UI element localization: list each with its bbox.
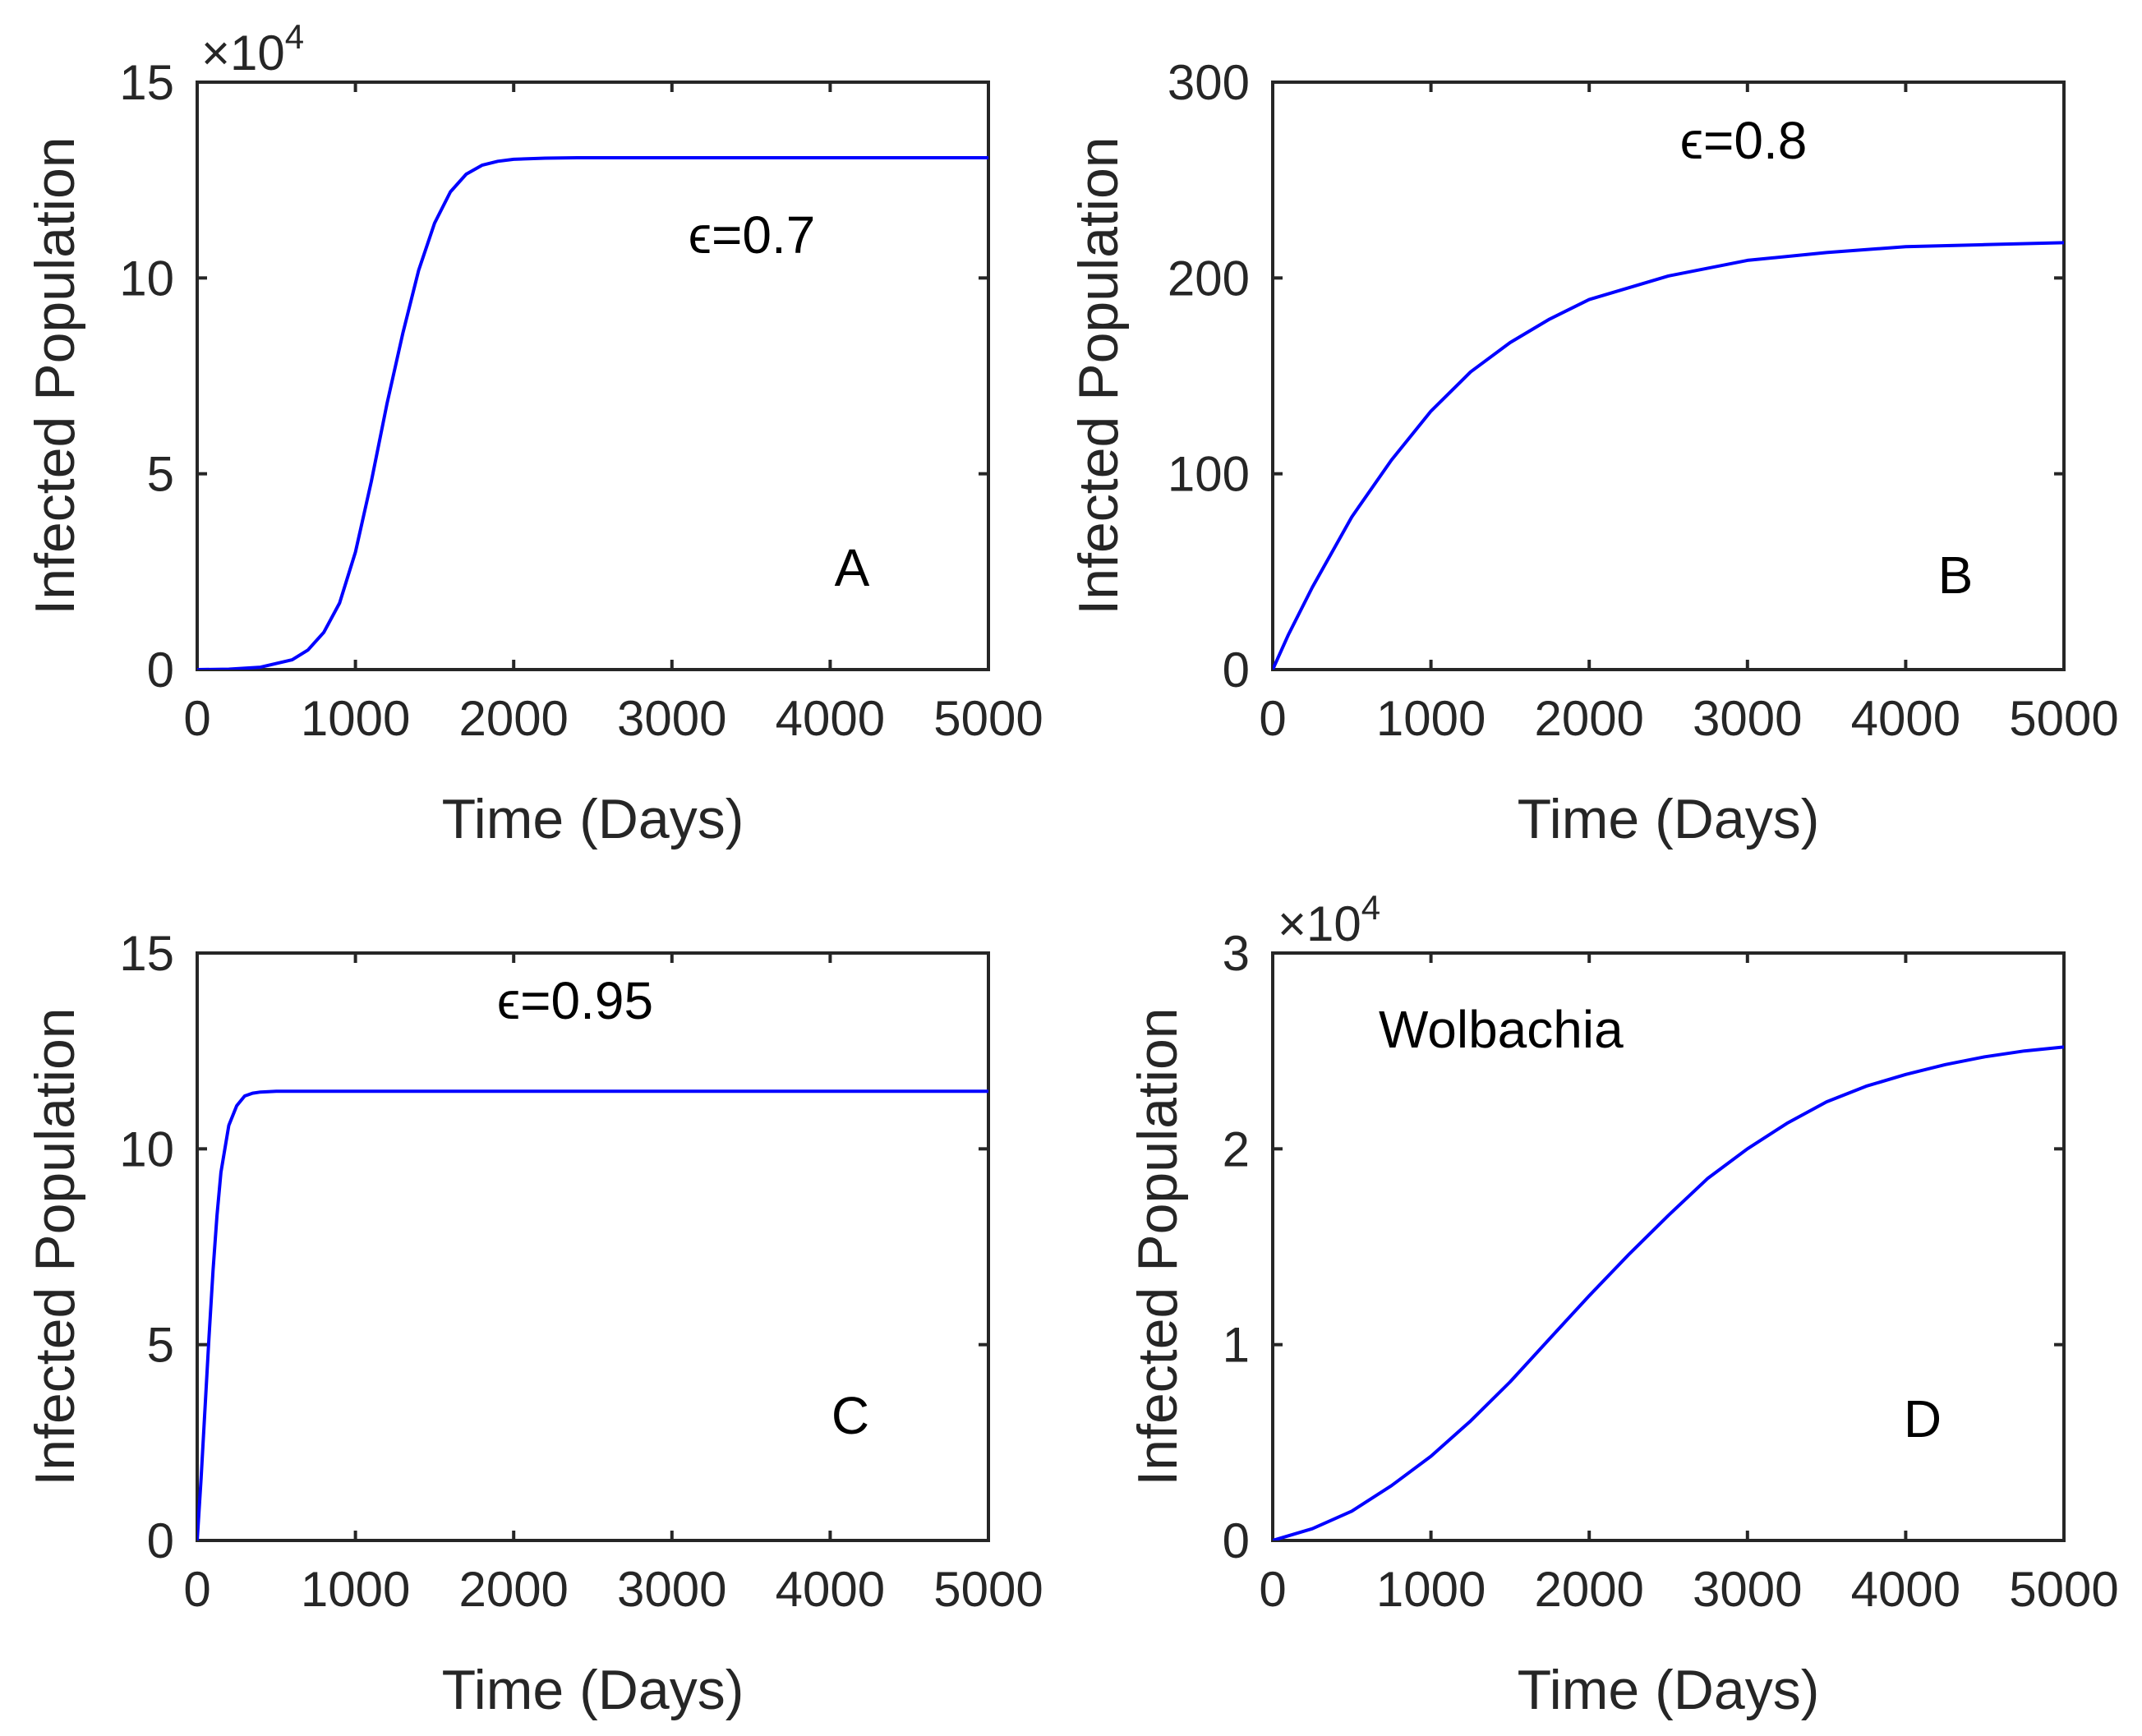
panel-label: D bbox=[1904, 1389, 1942, 1448]
x-tick-label: 2000 bbox=[458, 1562, 568, 1617]
annotation: ϵ=0.8 bbox=[1680, 111, 1808, 170]
x-tick-label: 3000 bbox=[617, 1562, 726, 1617]
x-tick-label: 4000 bbox=[1851, 1562, 1960, 1617]
y-tick-label: 0 bbox=[147, 642, 174, 698]
y-axis-title: Infected Population bbox=[1126, 1007, 1189, 1485]
panel-c: 0 1000 2000 3000 4000 5000 0 5 10 15 Time (Days) In… bbox=[24, 926, 1043, 1721]
y-tick-label: 10 bbox=[119, 251, 174, 306]
y-tick-label: 1 bbox=[1223, 1318, 1250, 1373]
x-tick-label: 3000 bbox=[1693, 691, 1802, 746]
y-axis-title: Infected Population bbox=[24, 1007, 86, 1485]
y-tick-label: 5 bbox=[147, 447, 174, 502]
y-tick-label: 0 bbox=[1223, 642, 1250, 698]
x-tick-label: 1000 bbox=[301, 1562, 410, 1617]
axes-box bbox=[1271, 81, 2066, 671]
x-tick-label: 0 bbox=[1259, 1562, 1286, 1617]
x-tick-label: 4000 bbox=[1851, 691, 1960, 746]
axis-multiplier: ×104 bbox=[201, 17, 304, 81]
x-tick-label: 0 bbox=[183, 1562, 210, 1617]
y-tick-label: 3 bbox=[1223, 926, 1250, 981]
axes-box bbox=[1271, 951, 2066, 1542]
annotation: ϵ=0.95 bbox=[497, 971, 653, 1030]
y-tick-label: 15 bbox=[119, 926, 174, 981]
y-tick-label: 2 bbox=[1223, 1121, 1250, 1177]
y-tick-label: 200 bbox=[1168, 251, 1250, 306]
x-axis-title: Time (Days) bbox=[1518, 1659, 1820, 1721]
x-axis-title: Time (Days) bbox=[442, 788, 744, 850]
x-tick-label: 1000 bbox=[1376, 1562, 1486, 1617]
x-tick-label: 5000 bbox=[933, 691, 1043, 746]
y-axis-title: Infected Population bbox=[24, 136, 86, 615]
axes-box bbox=[196, 81, 990, 671]
x-tick-label: 5000 bbox=[2009, 1562, 2118, 1617]
x-tick-label: 3000 bbox=[617, 691, 726, 746]
x-tick-label: 5000 bbox=[2009, 691, 2118, 746]
y-tick-label: 5 bbox=[147, 1318, 174, 1373]
x-tick-label: 2000 bbox=[1534, 691, 1643, 746]
y-tick-label: 0 bbox=[147, 1513, 174, 1568]
y-tick-label: 300 bbox=[1168, 55, 1250, 110]
x-axis-title: Time (Days) bbox=[1518, 788, 1820, 850]
x-tick-label: 2000 bbox=[1534, 1562, 1643, 1617]
panel-d: 0 1000 2000 3000 4000 5000 0 1 2 3 Time (Days) Infe… bbox=[1126, 888, 2119, 1721]
x-tick-label: 5000 bbox=[933, 1562, 1043, 1617]
x-tick-label: 1000 bbox=[301, 691, 410, 746]
x-tick-label: 4000 bbox=[776, 1562, 885, 1617]
y-tick-label: 15 bbox=[119, 55, 174, 110]
series-line bbox=[1273, 1045, 2064, 1540]
series-line bbox=[1273, 241, 2064, 670]
x-tick-label: 0 bbox=[183, 691, 210, 746]
y-tick-label: 0 bbox=[1223, 1513, 1250, 1568]
axes-box bbox=[196, 951, 990, 1542]
annotation: ϵ=0.7 bbox=[689, 205, 816, 265]
panel-b: 0 1000 2000 3000 4000 5000 0 100 200 300 Time (Day… bbox=[1067, 55, 2119, 850]
x-axis-title: Time (Days) bbox=[442, 1659, 744, 1721]
series-line bbox=[197, 156, 988, 670]
x-tick-label: 3000 bbox=[1693, 1562, 1802, 1617]
panel-label: B bbox=[1938, 546, 1974, 605]
series-line bbox=[197, 1089, 988, 1540]
y-tick-label: 10 bbox=[119, 1121, 174, 1177]
x-tick-label: 4000 bbox=[776, 691, 885, 746]
annotation: Wolbachia bbox=[1379, 1000, 1624, 1059]
panel-label: A bbox=[835, 538, 870, 597]
panel-a: 0 1000 2000 3000 4000 5000 0 5 10 15 Time (Days) In… bbox=[24, 17, 1043, 850]
y-tick-label: 100 bbox=[1168, 447, 1250, 502]
panel-label: C bbox=[831, 1386, 869, 1445]
y-axis-title: Infected Population bbox=[1067, 136, 1130, 615]
x-tick-label: 2000 bbox=[458, 691, 568, 746]
x-tick-label: 1000 bbox=[1376, 691, 1486, 746]
axis-multiplier: ×104 bbox=[1278, 888, 1380, 951]
x-tick-label: 0 bbox=[1259, 691, 1286, 746]
